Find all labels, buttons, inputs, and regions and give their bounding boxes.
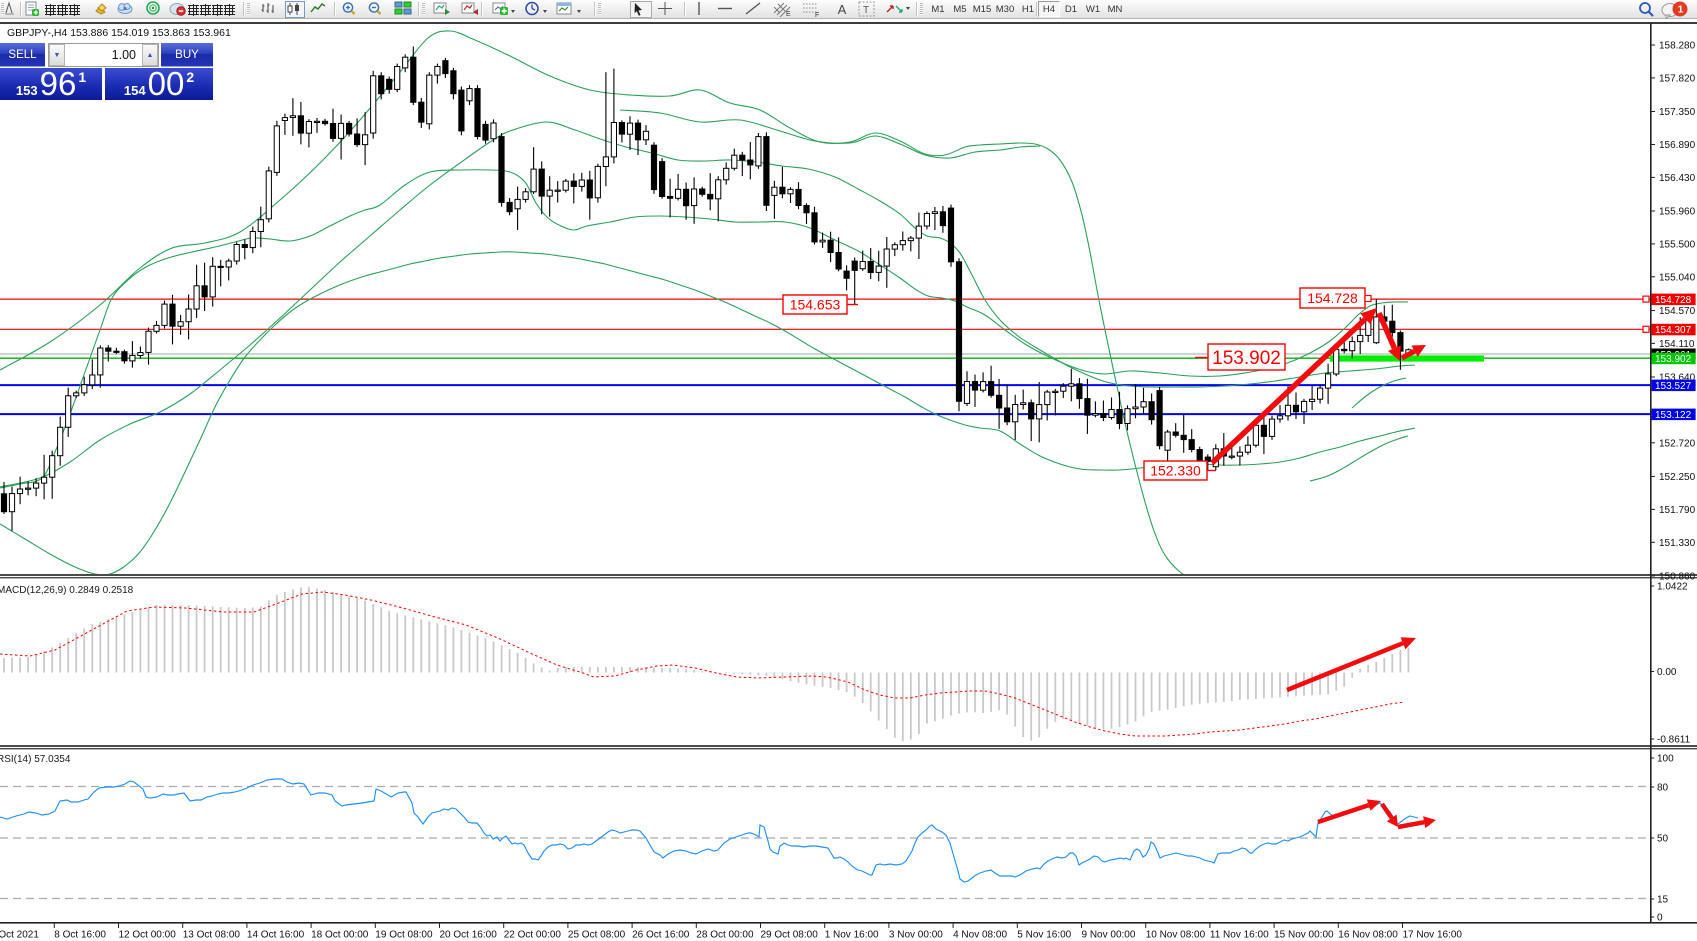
svg-text:155.960: 155.960 [1659,207,1696,218]
svg-text:158.280: 158.280 [1659,41,1696,52]
svg-text:153.122: 153.122 [1655,410,1692,421]
svg-text:156.430: 156.430 [1659,173,1696,184]
svg-text:4 Nov 08:00: 4 Nov 08:00 [953,930,1007,941]
svg-text:29 Oct 08:00: 29 Oct 08:00 [761,930,819,941]
svg-text:8 Oct 16:00: 8 Oct 16:00 [54,930,106,941]
svg-text:3 Nov 00:00: 3 Nov 00:00 [889,930,943,941]
svg-text:E: E [786,11,791,17]
svg-text:13 Oct 08:00: 13 Oct 08:00 [183,930,241,941]
svg-text:16 Nov 08:00: 16 Nov 08:00 [1338,930,1398,941]
svg-text:5 Nov 16:00: 5 Nov 16:00 [1017,930,1071,941]
svg-text:152.720: 152.720 [1659,438,1696,449]
svg-text:154.728: 154.728 [1307,290,1358,306]
svg-text:22 Oct 00:00: 22 Oct 00:00 [504,930,562,941]
svg-text:14 Oct 16:00: 14 Oct 16:00 [247,930,305,941]
svg-text:0: 0 [1657,913,1663,924]
svg-text:157.820: 157.820 [1659,73,1696,84]
svg-text:151.330: 151.330 [1659,538,1696,549]
svg-text:12 Oct 00:00: 12 Oct 00:00 [119,930,177,941]
svg-text:-0.8611: -0.8611 [1657,735,1691,746]
svg-text:9 Nov 00:00: 9 Nov 00:00 [1082,930,1136,941]
svg-text:80: 80 [1657,783,1669,794]
svg-text:T: T [863,5,869,16]
svg-text:153.527: 153.527 [1655,381,1692,392]
svg-text:15 Nov 00:00: 15 Nov 00:00 [1274,930,1334,941]
svg-text:1: 1 [1678,5,1684,16]
svg-text:152.330: 152.330 [1150,463,1201,479]
svg-text:11 Nov 16:00: 11 Nov 16:00 [1210,930,1269,941]
svg-text:20 Oct 16:00: 20 Oct 16:00 [440,930,498,941]
svg-text:100: 100 [1657,754,1674,765]
svg-text:151.790: 151.790 [1659,505,1696,516]
svg-text:18 Oct 00:00: 18 Oct 00:00 [311,930,369,941]
svg-text:1 Nov 16:00: 1 Nov 16:00 [825,930,879,941]
svg-text:153.640: 153.640 [1659,373,1696,384]
svg-text:0.00: 0.00 [1657,667,1677,678]
svg-text:1.0422: 1.0422 [1657,582,1688,593]
svg-text:154.307: 154.307 [1655,325,1692,336]
svg-text:150.860: 150.860 [1659,571,1696,582]
svg-text:26 Oct 16:00: 26 Oct 16:00 [632,930,690,941]
svg-text:154.110: 154.110 [1659,339,1695,350]
svg-text:153.902: 153.902 [1212,348,1281,369]
svg-text:154.728: 154.728 [1655,295,1692,306]
svg-text:156.890: 156.890 [1659,140,1696,151]
svg-text:157.350: 157.350 [1659,107,1696,118]
svg-text:GBPJPY-,H4 153.886 154.019 15: GBPJPY-,H4 153.886 154.019 153.863 153.9… [7,27,231,39]
svg-text:F: F [815,12,819,17]
svg-text:MACD(12,26,9) 0.2849 0.2518: MACD(12,26,9) 0.2849 0.2518 [0,585,134,596]
svg-text:154.653: 154.653 [790,297,841,313]
svg-text:50: 50 [1657,834,1669,845]
svg-text:10 Nov 08:00: 10 Nov 08:00 [1146,930,1206,941]
svg-text:25 Oct 08:00: 25 Oct 08:00 [568,930,626,941]
svg-text:RSI(14) 57.0354: RSI(14) 57.0354 [0,754,71,765]
svg-text:153.902: 153.902 [1655,354,1692,365]
svg-text:17 Nov 16:00: 17 Nov 16:00 [1403,930,1463,941]
svg-text:15: 15 [1657,895,1669,906]
svg-text:28 Oct 00:00: 28 Oct 00:00 [696,930,754,941]
svg-text:19 Oct 08:00: 19 Oct 08:00 [375,930,433,941]
svg-text:7 Oct 2021: 7 Oct 2021 [0,930,39,941]
svg-text:155.500: 155.500 [1659,239,1696,250]
svg-text:152.250: 152.250 [1659,472,1696,483]
svg-text:154.570: 154.570 [1659,306,1696,317]
svg-text:155.040: 155.040 [1659,272,1696,283]
